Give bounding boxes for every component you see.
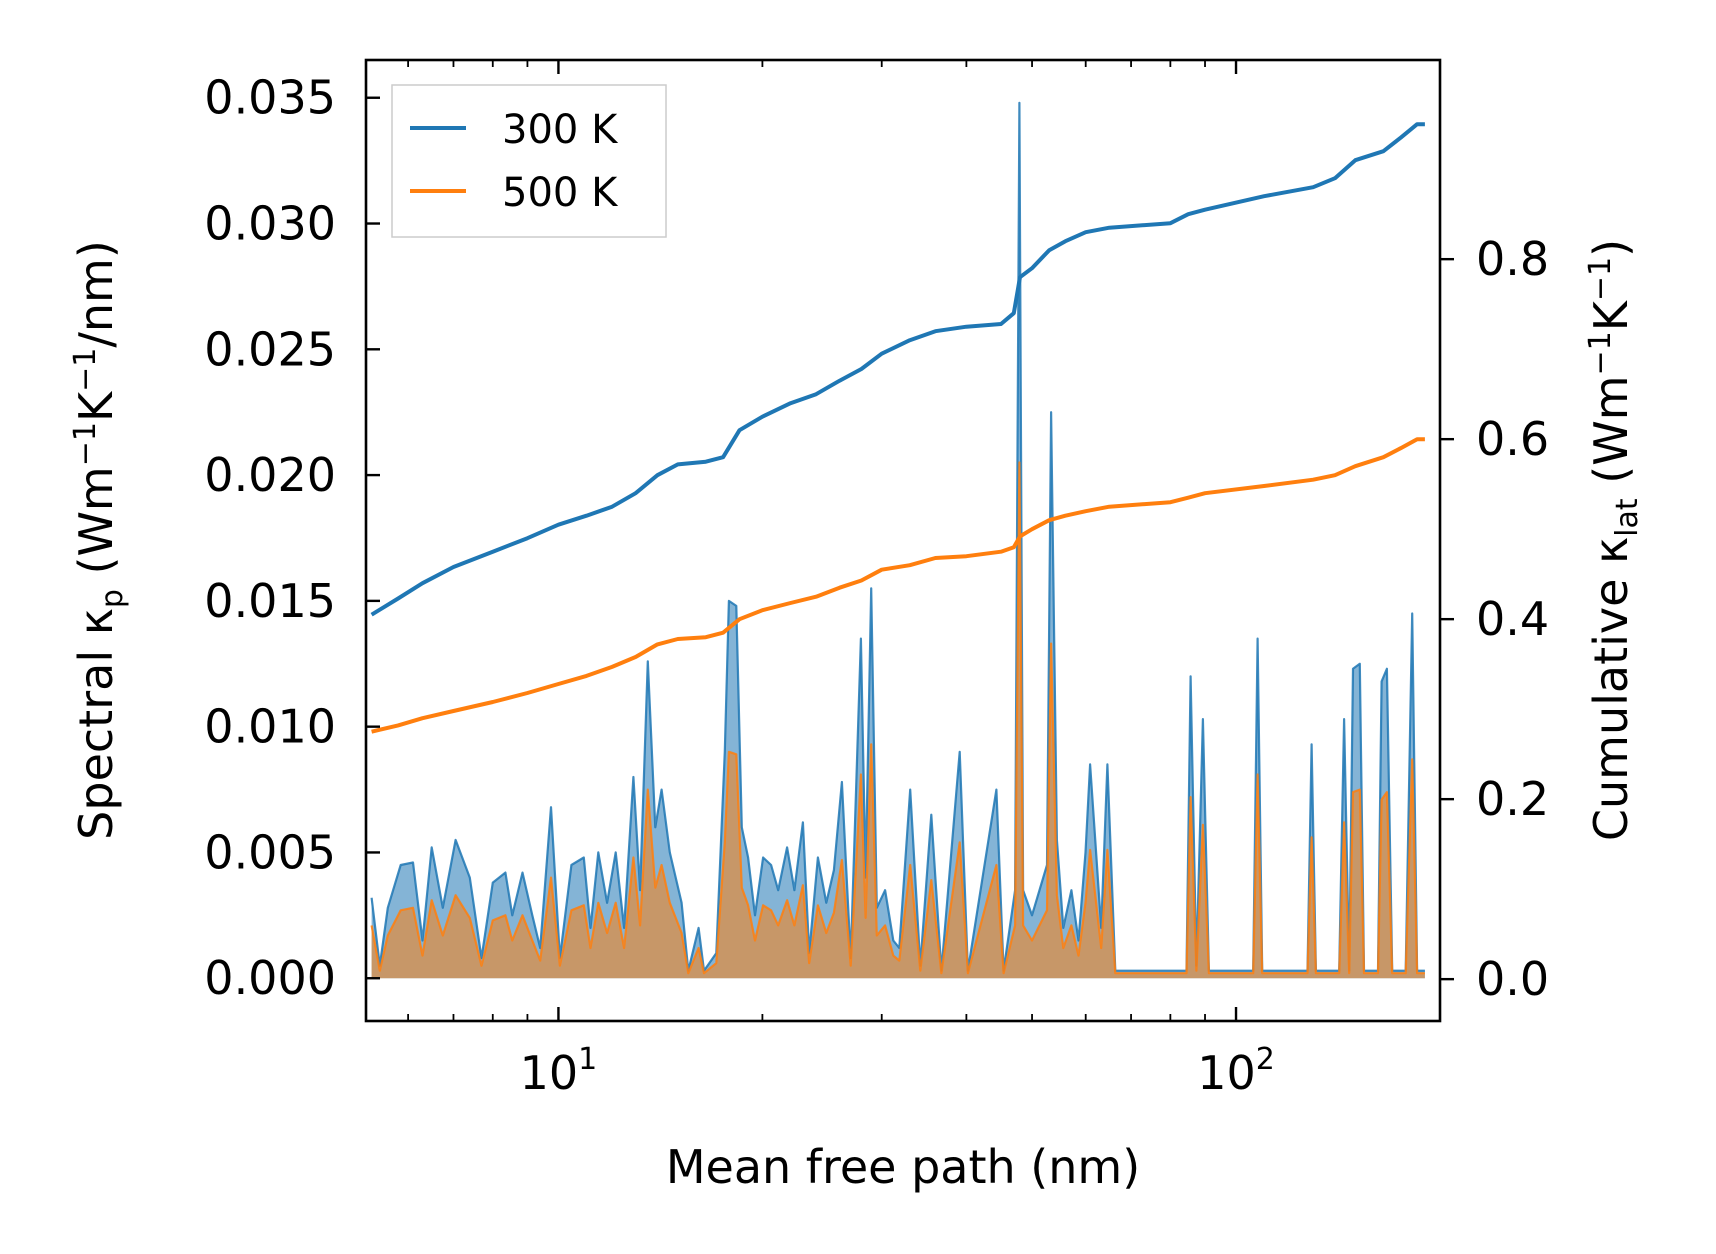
- left-axis-tick-label: 0.005: [204, 825, 336, 879]
- x-axis-title: Mean free path (nm): [666, 1140, 1140, 1194]
- left-axis-tick-label: 0.025: [204, 322, 336, 376]
- svg-text:Mean free path (nm): Mean free path (nm): [666, 1140, 1140, 1194]
- right-axis-tick-label: 0.6: [1476, 412, 1549, 466]
- right-axis-tick-label: 0.4: [1476, 592, 1549, 646]
- svg-text:Spectral κp (Wm−1K−1/nm): Spectral κp (Wm−1K−1/nm): [68, 240, 130, 840]
- legend-label-300k: 300 K: [502, 107, 619, 153]
- plot-frame: [364, 58, 1442, 1023]
- spectral-line-300k: [370, 101, 1425, 972]
- left-axis-tick-label: 0.020: [204, 448, 336, 502]
- right-axis-tick-label: 0.2: [1476, 772, 1549, 826]
- legend-box: [391, 84, 667, 238]
- left-axis-tick-label: 0.035: [204, 71, 336, 125]
- left-axis-tick-label: 0.015: [204, 574, 336, 628]
- axis-tick-layer: 0.000 0.005 0.010 0.015 0.020 0.025 0.030 0.035…: [204, 60, 1549, 1100]
- left-axis-tick-label: 0.010: [204, 700, 336, 754]
- series-line-layer: [370, 122, 1425, 734]
- x-axis-tick-label: 101: [520, 1042, 598, 1100]
- cumulative-line-500k: [371, 437, 1425, 734]
- right-axis-tick-label: 0.0: [1476, 952, 1549, 1006]
- right-axis-title: Cumulative κlat (Wm−1K−1): [1583, 239, 1645, 841]
- svg-text:Cumulative κlat (Wm−1K−1): Cumulative κlat (Wm−1K−1): [1583, 239, 1645, 841]
- spectral-line-500k: [370, 461, 1425, 975]
- x-axis-tick-label: 102: [1197, 1042, 1275, 1100]
- right-axis-tick-label: 0.8: [1476, 232, 1549, 286]
- spectral-fill-layer: [370, 101, 1425, 979]
- cumulative-line-300k: [370, 122, 1425, 617]
- legend: 300 K 500 K: [391, 84, 667, 238]
- left-axis-title: Spectral κp (Wm−1K−1/nm): [68, 240, 130, 840]
- left-axis-tick-label: 0.000: [204, 951, 336, 1005]
- left-axis-tick-label: 0.030: [204, 197, 336, 251]
- legend-label-500k: 500 K: [502, 170, 619, 216]
